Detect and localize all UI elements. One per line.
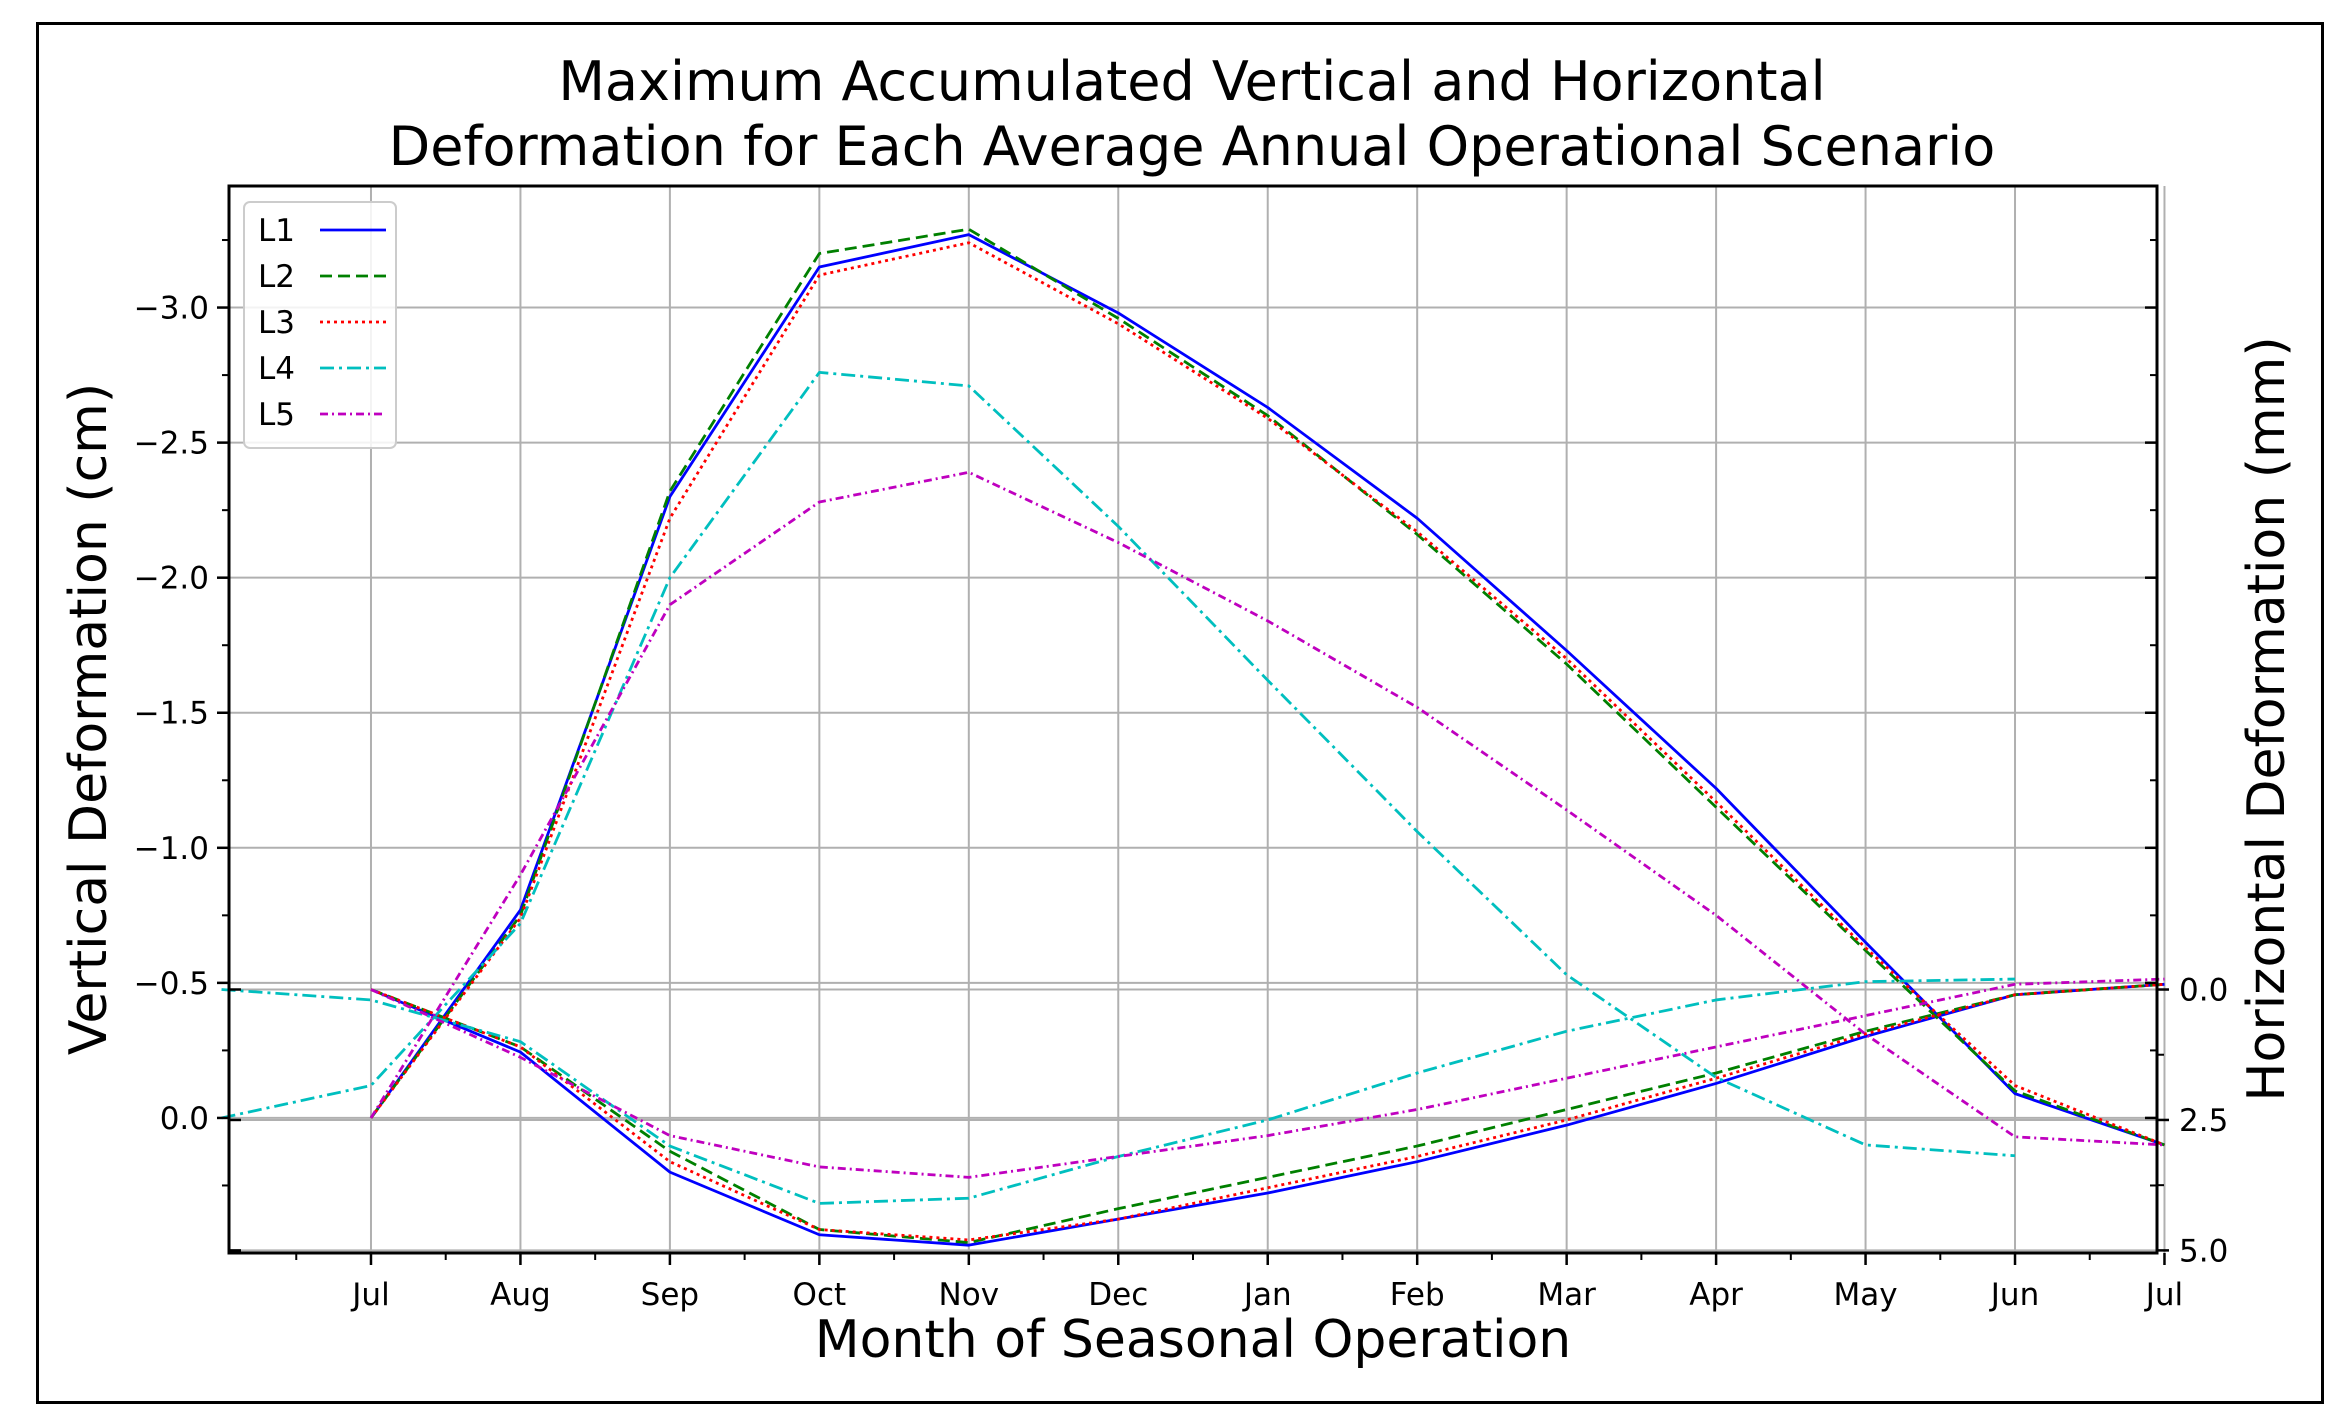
x-tick-label: Sep [641,1277,699,1313]
x-tick-label: Jun [1989,1277,2039,1313]
y-left-tick-label: −1.5 [134,696,209,732]
x-tick-label: May [1834,1277,1898,1313]
y-axis-right-label: Horizontal Deformation (mm) [2237,336,2297,1101]
legend-label-L3: L3 [258,305,295,341]
y-left-tick-label: 0.0 [160,1101,209,1137]
axes: Jul Aug Sep Oct Nov Dec Jan Feb Mar Apr May Jun Jul −… [134,239,2228,1313]
y-axis-left-label: Vertical Deformation (cm) [59,383,119,1055]
vertical-line-L2 [369,227,2165,1147]
horizontal-line-L1 [370,982,2165,1247]
plot-area-border [227,184,2159,1255]
chart-title: Maximum Accumulated Vertical and Horizon… [389,50,1996,178]
vertical-line-L5 [369,470,2165,1147]
x-tick-label: Oct [793,1277,847,1313]
grid [229,186,2166,1253]
y-right-tick-label: 5.0 [2179,1233,2228,1269]
x-tick-label: Jul [2144,1277,2183,1313]
legend-label-L4: L4 [258,351,295,387]
y-left-tick-label: −3.0 [134,291,209,327]
x-tick-label: Aug [490,1277,551,1313]
y-left-tick-label: −2.0 [134,561,209,597]
y-right-tick-label: 2.5 [2179,1103,2228,1139]
y-left-tick-label: −2.5 [134,426,209,462]
x-tick-label: Nov [939,1277,1000,1313]
y-right-tick-label: 0.0 [2179,973,2228,1009]
chart-title-line-1: Maximum Accumulated Vertical and Horizon… [558,50,1825,113]
series-L1 [369,233,2165,1247]
series-L5 [369,470,2165,1179]
legend-label-L5: L5 [258,397,295,433]
series-L2 [369,227,2165,1244]
x-tick-label: Feb [1390,1277,1445,1313]
legend-box [243,201,397,449]
x-tick-label: Jan [1242,1277,1292,1313]
legend-label-L1: L1 [258,213,295,249]
y-left-tick-label: −1.0 [134,831,209,867]
series-layer [221,227,2165,1247]
x-tick-label: Mar [1537,1277,1596,1313]
series-L3 [369,241,2165,1242]
vertical-line-L1 [369,233,2165,1147]
chart-title-line-2: Deformation for Each Average Annual Oper… [389,115,1996,178]
x-tick-label: Jul [350,1277,389,1313]
x-tick-label: Dec [1088,1277,1148,1313]
legend: L1 L2 L3 L4 L5 [243,201,397,449]
x-tick-label: Apr [1689,1277,1743,1313]
horizontal-line-L5 [370,977,2165,1179]
legend-label-L2: L2 [258,259,295,295]
horizontal-line-L2 [370,982,2165,1244]
horizontal-line-L3 [370,982,2165,1242]
vertical-line-L4 [221,370,2016,1158]
vertical-line-L3 [369,241,2165,1147]
x-axis-label: Month of Seasonal Operation [815,1310,1572,1370]
y-left-tick-label: −0.5 [134,966,209,1002]
